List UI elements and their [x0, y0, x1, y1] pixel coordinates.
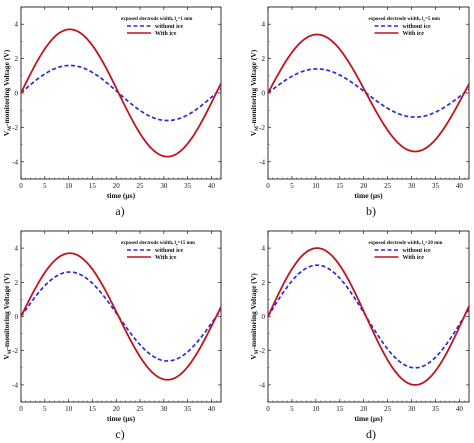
- x-axis-label: time (μs): [107, 414, 136, 423]
- y-tick-label: -4: [12, 158, 18, 166]
- x-tick-label: 40: [456, 182, 464, 190]
- x-tick-label: 25: [384, 182, 392, 190]
- plot-frame: [20, 6, 222, 180]
- chart-panel-4: 0 5 10 15 20 25 30 35 40 -4 -2 0 2 4 time (μs) VM-monit…: [249, 230, 470, 441]
- x-tick-label: 10: [65, 405, 73, 413]
- x-tick-label: 25: [137, 405, 145, 413]
- legend-label-without-ice: without ice: [155, 248, 184, 254]
- x-tick-label: 15: [89, 405, 97, 413]
- y-tick-label: -2: [259, 124, 265, 132]
- x-tick-label: 15: [89, 182, 97, 190]
- x-tick-label: 35: [432, 182, 440, 190]
- y-axis-label: VM-monitoring Voltage (V): [2, 273, 13, 360]
- legend-label-with-ice: With ice: [155, 255, 177, 261]
- y-axis-label: VM-monitoring Voltage (V): [2, 49, 13, 136]
- x-tick-label: 25: [384, 405, 392, 413]
- x-tick-label: 20: [113, 405, 121, 413]
- chart-panel-1: 0 5 10 15 20 25 30 35 40 -4 -2 0 2 4 time (μs) VM-monit…: [2, 6, 222, 218]
- legend-label-without-ice: without ice: [403, 24, 432, 30]
- legend-title: exposed electrode width, le=1 mm: [121, 17, 193, 23]
- series-line-without-ice: [267, 68, 470, 118]
- x-tick-label: 15: [336, 182, 344, 190]
- series-line-without-ice: [20, 64, 222, 122]
- x-tick-label: 0: [19, 182, 23, 190]
- y-tick-label: 4: [262, 245, 266, 253]
- y-tick-label: 0: [262, 313, 266, 321]
- panel-label: d): [366, 427, 376, 441]
- chart-panel-2: 0 5 10 15 20 25 30 35 40 -4 -2 0 2 4 time (μs) VM-monit…: [249, 6, 470, 218]
- x-tick-label: 35: [432, 405, 440, 413]
- x-tick-label: 5: [43, 405, 47, 413]
- legend-label-without-ice: without ice: [403, 248, 432, 254]
- y-tick-label: 2: [262, 279, 266, 287]
- x-tick-label: 5: [43, 182, 47, 190]
- x-axis-label: time (μs): [354, 191, 383, 200]
- y-tick-label: 0: [262, 90, 266, 98]
- y-tick-label: 0: [15, 90, 19, 98]
- panel-label: b): [366, 204, 376, 218]
- x-tick-label: 40: [208, 182, 216, 190]
- x-tick-label: 30: [160, 405, 168, 413]
- x-tick-label: 20: [360, 405, 368, 413]
- y-tick-label: -4: [259, 381, 265, 389]
- x-tick-label: 0: [266, 182, 270, 190]
- legend-title: exposed electrode width, le=5 mm: [369, 17, 441, 23]
- series-line-with-ice: [267, 33, 470, 153]
- legend-title: exposed electrode width, le=15 mm: [121, 241, 196, 247]
- x-tick-label: 10: [312, 182, 320, 190]
- plot-frame: [267, 6, 470, 180]
- panel-label: a): [115, 204, 124, 218]
- y-tick-label: -2: [12, 124, 18, 132]
- series-line-with-ice: [20, 252, 222, 381]
- y-tick-label: 0: [15, 313, 19, 321]
- x-tick-label: 5: [290, 405, 294, 413]
- y-tick-label: 4: [15, 21, 19, 29]
- legend-label-with-ice: With ice: [403, 31, 425, 37]
- plot-frame: [267, 230, 470, 403]
- plot-frame: [20, 230, 222, 403]
- x-tick-label: 0: [19, 405, 23, 413]
- chart-panel-3: 0 5 10 15 20 25 30 35 40 -4 -2 0 2 4 time (μs) VM-monit…: [2, 230, 222, 441]
- x-tick-label: 15: [336, 405, 344, 413]
- series-line-with-ice: [20, 28, 222, 158]
- x-tick-label: 30: [408, 182, 416, 190]
- series-line-without-ice: [267, 264, 470, 369]
- x-tick-label: 40: [456, 405, 464, 413]
- y-tick-label: 2: [15, 279, 19, 287]
- y-tick-label: -4: [259, 158, 265, 166]
- y-tick-label: 2: [15, 55, 19, 63]
- y-tick-label: 2: [262, 55, 266, 63]
- legend-label-with-ice: With ice: [403, 255, 425, 261]
- series-line-without-ice: [20, 271, 222, 362]
- x-tick-label: 20: [360, 182, 368, 190]
- legend-label-with-ice: With ice: [155, 31, 177, 37]
- x-tick-label: 25: [137, 182, 145, 190]
- x-tick-label: 10: [65, 182, 73, 190]
- legend-title: exposed electrode width, le=20 mm: [369, 241, 444, 247]
- y-tick-label: 4: [15, 245, 19, 253]
- x-tick-label: 0: [266, 405, 270, 413]
- x-tick-label: 35: [184, 405, 192, 413]
- y-tick-label: -2: [259, 347, 265, 355]
- x-tick-label: 10: [312, 405, 320, 413]
- x-tick-label: 30: [408, 405, 416, 413]
- x-axis-label: time (μs): [354, 414, 383, 423]
- legend-label-without-ice: without ice: [155, 24, 184, 30]
- series-line-with-ice: [267, 247, 470, 386]
- y-axis-label: VM-monitoring Voltage (V): [249, 273, 260, 360]
- x-tick-label: 5: [290, 182, 294, 190]
- y-tick-label: -4: [12, 381, 18, 389]
- x-tick-label: 20: [113, 182, 121, 190]
- panel-label: c): [115, 427, 124, 441]
- y-tick-label: -2: [12, 347, 18, 355]
- x-tick-label: 40: [208, 405, 216, 413]
- x-tick-label: 30: [160, 182, 168, 190]
- y-axis-label: VM-monitoring Voltage (V): [249, 49, 260, 136]
- x-axis-label: time (μs): [107, 191, 136, 200]
- x-tick-label: 35: [184, 182, 192, 190]
- y-tick-label: 4: [262, 21, 266, 29]
